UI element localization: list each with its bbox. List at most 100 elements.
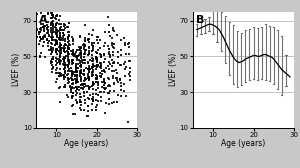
Point <box>87 38 92 40</box>
Point <box>38 29 43 32</box>
Point <box>58 43 63 46</box>
Point <box>91 88 95 91</box>
Point <box>67 44 72 46</box>
Point <box>62 75 67 78</box>
Point <box>66 73 70 75</box>
Point <box>98 91 103 93</box>
Point <box>55 53 60 55</box>
Point <box>78 101 83 103</box>
Point <box>107 68 112 71</box>
Point <box>71 38 76 40</box>
Point <box>61 49 66 52</box>
Point <box>70 73 75 76</box>
Point <box>87 67 92 69</box>
Point <box>70 70 75 73</box>
Point <box>38 23 43 26</box>
Point <box>98 46 102 49</box>
Point <box>59 36 64 39</box>
Point <box>67 78 72 80</box>
Point <box>85 91 90 93</box>
Point <box>99 100 103 103</box>
Point <box>79 56 84 59</box>
Point <box>58 28 63 31</box>
Point <box>61 56 66 59</box>
Point <box>82 59 86 62</box>
Point <box>57 72 62 75</box>
Point <box>34 29 39 31</box>
Point <box>81 42 86 45</box>
Point <box>94 81 99 84</box>
Point <box>81 69 86 72</box>
Point <box>63 71 68 74</box>
Point <box>85 54 90 56</box>
Point <box>87 86 92 89</box>
Point <box>75 80 80 83</box>
Point <box>55 34 59 37</box>
Point <box>95 99 100 102</box>
Point <box>81 83 86 86</box>
Point <box>49 53 54 55</box>
Point <box>54 59 59 62</box>
Point <box>50 32 55 34</box>
Point <box>98 75 102 77</box>
Point <box>79 63 84 66</box>
Point <box>89 66 94 69</box>
Point <box>46 44 51 47</box>
Point <box>62 39 67 42</box>
Point <box>107 47 112 50</box>
Point <box>75 86 80 89</box>
Point <box>66 43 71 46</box>
Point <box>102 57 107 60</box>
Point <box>94 36 99 38</box>
Point <box>61 60 66 63</box>
Point <box>70 51 75 54</box>
Point <box>81 59 86 61</box>
Point <box>70 86 74 88</box>
Point <box>57 87 62 90</box>
Point <box>95 57 100 60</box>
Point <box>59 52 64 54</box>
Point <box>82 91 86 94</box>
Point <box>69 49 74 52</box>
Y-axis label: LVEF (%): LVEF (%) <box>169 53 178 86</box>
Point <box>53 23 58 26</box>
Point <box>89 66 94 69</box>
Point <box>53 40 58 42</box>
Point <box>110 43 114 46</box>
Point <box>91 62 96 65</box>
Y-axis label: LVEF (%): LVEF (%) <box>12 53 21 86</box>
Point <box>73 113 78 116</box>
Point <box>101 86 106 89</box>
Point <box>81 73 86 76</box>
Point <box>53 64 58 67</box>
Point <box>62 26 67 29</box>
Point <box>79 72 83 75</box>
Point <box>94 78 98 81</box>
Point <box>95 52 100 54</box>
Point <box>74 80 79 83</box>
Point <box>101 81 106 83</box>
Point <box>58 35 62 38</box>
Point <box>49 46 54 49</box>
Point <box>37 30 42 33</box>
Point <box>110 26 115 29</box>
Point <box>94 93 98 95</box>
Point <box>79 84 83 86</box>
Point <box>61 58 66 61</box>
Point <box>54 81 59 84</box>
Point <box>78 48 82 50</box>
Point <box>78 99 83 102</box>
Point <box>118 39 123 41</box>
Point <box>62 43 67 45</box>
Point <box>53 50 58 53</box>
Point <box>59 46 64 49</box>
Point <box>54 43 59 45</box>
Point <box>79 47 84 50</box>
Point <box>75 54 80 57</box>
Point <box>106 47 111 50</box>
Point <box>82 83 87 86</box>
Point <box>90 93 95 95</box>
Point <box>58 59 63 61</box>
Point <box>90 44 94 47</box>
Point <box>79 96 84 99</box>
